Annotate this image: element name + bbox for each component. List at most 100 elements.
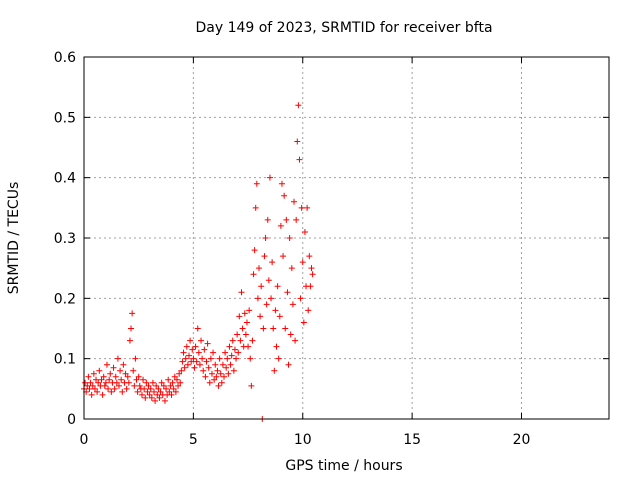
data-point (130, 367, 137, 374)
data-point (165, 376, 172, 383)
chart-title: Day 149 of 2023, SRMTID for receiver bft… (195, 20, 492, 36)
data-point (219, 361, 226, 368)
data-point (272, 307, 279, 314)
data-point (276, 313, 283, 320)
data-point (198, 337, 205, 344)
data-point (199, 355, 206, 362)
data-point (285, 361, 292, 368)
data-point (160, 382, 167, 389)
y-tick-label: 0.2 (54, 291, 76, 307)
data-point (243, 319, 250, 326)
data-point (221, 373, 227, 380)
data-point (94, 388, 101, 395)
data-point (264, 216, 271, 223)
data-point (200, 367, 207, 374)
data-point (157, 388, 164, 395)
data-point (300, 319, 307, 326)
data-point (114, 355, 121, 362)
data-point (261, 253, 268, 260)
data-point (98, 376, 105, 383)
data-point (183, 343, 190, 350)
data-point (95, 379, 102, 386)
data-point (266, 174, 273, 181)
data-point (129, 310, 136, 317)
data-point (194, 325, 201, 332)
data-points (81, 102, 316, 422)
data-point (249, 337, 256, 344)
data-point (278, 180, 285, 187)
data-point (292, 337, 299, 344)
data-point (286, 235, 293, 241)
data-point (275, 355, 282, 362)
data-point (132, 355, 139, 362)
data-point (196, 361, 203, 368)
data-point (175, 382, 182, 389)
data-point (154, 391, 161, 398)
y-tick-label: 0.3 (54, 231, 76, 247)
y-tick-label: 0.4 (54, 171, 76, 187)
data-point (146, 391, 153, 398)
data-point (222, 349, 229, 356)
y-tick-label: 0.6 (54, 50, 76, 66)
data-point (288, 265, 295, 272)
data-point (208, 370, 215, 377)
data-point (211, 376, 218, 383)
data-point (148, 394, 155, 401)
data-point (256, 265, 262, 272)
data-point (210, 349, 217, 356)
data-point (252, 204, 259, 211)
data-point (161, 397, 168, 404)
data-point (304, 204, 311, 211)
data-point (105, 385, 112, 392)
data-point (201, 346, 208, 353)
data-point (110, 364, 117, 371)
data-point (125, 379, 132, 386)
data-point (237, 337, 244, 344)
data-point (180, 349, 187, 356)
data-point (309, 271, 316, 278)
data-point (187, 337, 194, 344)
data-point (93, 376, 100, 383)
y-tick-label: 0 (67, 412, 76, 428)
data-point (239, 325, 246, 332)
x-tick-label: 20 (513, 432, 531, 448)
data-point (269, 259, 276, 266)
data-point (241, 310, 248, 317)
data-point (186, 352, 192, 359)
data-point (230, 367, 237, 374)
data-point (191, 364, 198, 371)
data-point (202, 373, 209, 380)
data-point (277, 222, 284, 229)
data-point (88, 391, 95, 398)
data-point (182, 355, 189, 362)
y-tick-label: 0.5 (54, 110, 76, 126)
data-point (108, 388, 115, 395)
data-point (122, 370, 129, 377)
data-point (86, 385, 93, 392)
data-point (166, 388, 173, 395)
data-point (101, 382, 108, 389)
data-point (111, 385, 118, 392)
data-point (273, 343, 280, 350)
data-point (242, 331, 249, 338)
x-tick-label: 0 (80, 432, 89, 448)
data-point (206, 379, 213, 386)
data-point (117, 367, 124, 374)
data-point (149, 379, 156, 386)
data-point (247, 355, 254, 362)
data-point (274, 283, 281, 290)
data-point (254, 295, 261, 302)
data-point (297, 295, 304, 302)
data-point (253, 180, 260, 187)
data-point (155, 385, 162, 392)
data-point (307, 283, 314, 290)
data-point (87, 379, 94, 386)
data-point (145, 382, 152, 389)
data-point (158, 379, 165, 386)
data-point (96, 367, 103, 374)
data-point (190, 355, 197, 362)
data-point (112, 373, 119, 380)
data-point (85, 373, 92, 380)
data-point (225, 370, 232, 377)
